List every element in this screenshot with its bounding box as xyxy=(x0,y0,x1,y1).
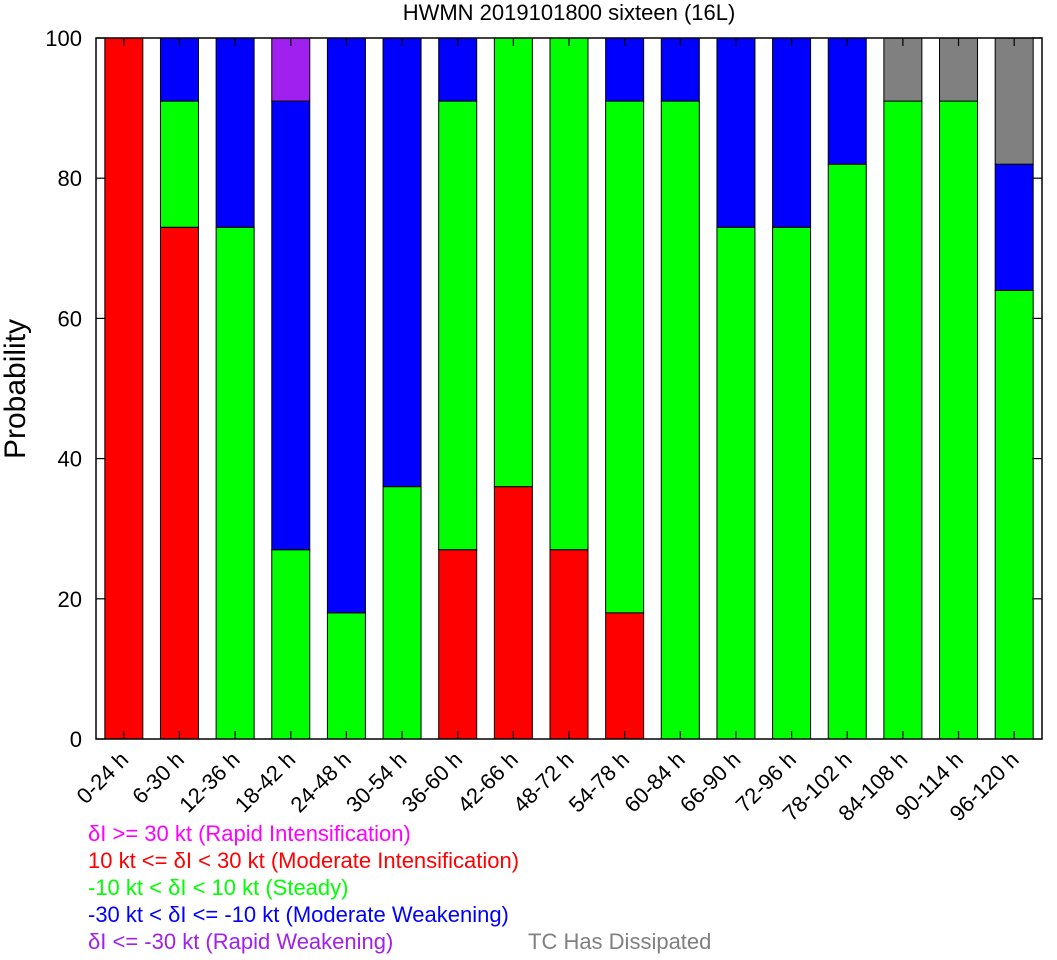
bar-segment xyxy=(326,37,366,614)
bar-segment xyxy=(493,486,533,740)
plot-frame xyxy=(95,37,1043,740)
bar-segment xyxy=(159,100,199,228)
y-tick-label: 20 xyxy=(58,587,82,612)
bar-segment xyxy=(939,37,979,102)
bar-segment xyxy=(104,37,144,740)
bar-segment xyxy=(994,289,1034,740)
bar-segment xyxy=(827,163,867,740)
bar-segment xyxy=(493,37,533,488)
x-tick-label: 30-54 h xyxy=(341,747,411,817)
legend-rapid-intensification: δI >= 30 kt (Rapid Intensification) xyxy=(88,821,411,846)
x-tick-label: 36-60 h xyxy=(397,747,467,817)
bar-segment xyxy=(549,549,589,740)
bar-segment xyxy=(883,100,923,740)
x-tick-label: 0-24 h xyxy=(72,747,134,809)
bars-group xyxy=(104,37,1034,740)
bar-segment xyxy=(827,37,867,165)
bar-segment xyxy=(159,226,199,740)
y-tick-label: 0 xyxy=(70,727,82,752)
bar-segment xyxy=(271,100,311,551)
bar-segment xyxy=(438,100,478,551)
x-tick-label: 42-66 h xyxy=(452,747,522,817)
x-tick-label: 60-84 h xyxy=(619,747,689,817)
bar-segment xyxy=(939,100,979,740)
bar-segment xyxy=(660,37,700,102)
bar-segment xyxy=(326,612,366,740)
bar-segment xyxy=(772,226,812,740)
bar-segment xyxy=(605,100,645,614)
bar-segment xyxy=(215,226,255,740)
bar-segment xyxy=(438,549,478,740)
bar-segment xyxy=(382,37,422,488)
bar-segment xyxy=(994,163,1034,291)
y-tick-label: 60 xyxy=(58,306,82,331)
chart-title: HWMN 2019101800 sixteen (16L) xyxy=(403,0,736,25)
bar-segment xyxy=(994,37,1034,165)
x-tick-label: 54-78 h xyxy=(564,747,634,817)
legend-steady: -10 kt < δI < 10 kt (Steady) xyxy=(88,875,349,900)
legend-moderate-intensification: 10 kt <= δI < 30 kt (Moderate Intensific… xyxy=(88,848,520,873)
x-tick-label: 48-72 h xyxy=(508,747,578,817)
bar-segment xyxy=(605,37,645,102)
bar-segment xyxy=(549,37,589,551)
bar-segment xyxy=(215,37,255,228)
legend-rapid-weakening: δI <= -30 kt (Rapid Weakening) xyxy=(88,929,394,954)
bar-segment xyxy=(716,226,756,740)
bar-segment xyxy=(271,37,311,102)
x-tick-label: 24-48 h xyxy=(286,747,356,817)
bar-segment xyxy=(605,612,645,740)
bar-segment xyxy=(883,37,923,102)
legend-dissipated: TC Has Dissipated xyxy=(528,929,712,954)
legend-moderate-weakening: -30 kt < δI <= -10 kt (Moderate Weakenin… xyxy=(88,902,509,927)
x-tick-label: 18-42 h xyxy=(230,747,300,817)
bar-segment xyxy=(772,37,812,228)
bar-segment xyxy=(660,100,700,740)
y-axis-label: Probability xyxy=(0,319,32,459)
y-tick-label: 80 xyxy=(58,166,82,191)
bar-segment xyxy=(271,549,311,740)
y-tick-label: 40 xyxy=(58,447,82,472)
bar-segment xyxy=(382,486,422,740)
y-tick-label: 100 xyxy=(45,26,82,51)
bar-segment xyxy=(159,37,199,102)
x-tick-label: 66-90 h xyxy=(675,747,745,817)
bar-segment xyxy=(438,37,478,102)
x-tick-label: 12-36 h xyxy=(174,747,244,817)
bar-segment xyxy=(716,37,756,228)
